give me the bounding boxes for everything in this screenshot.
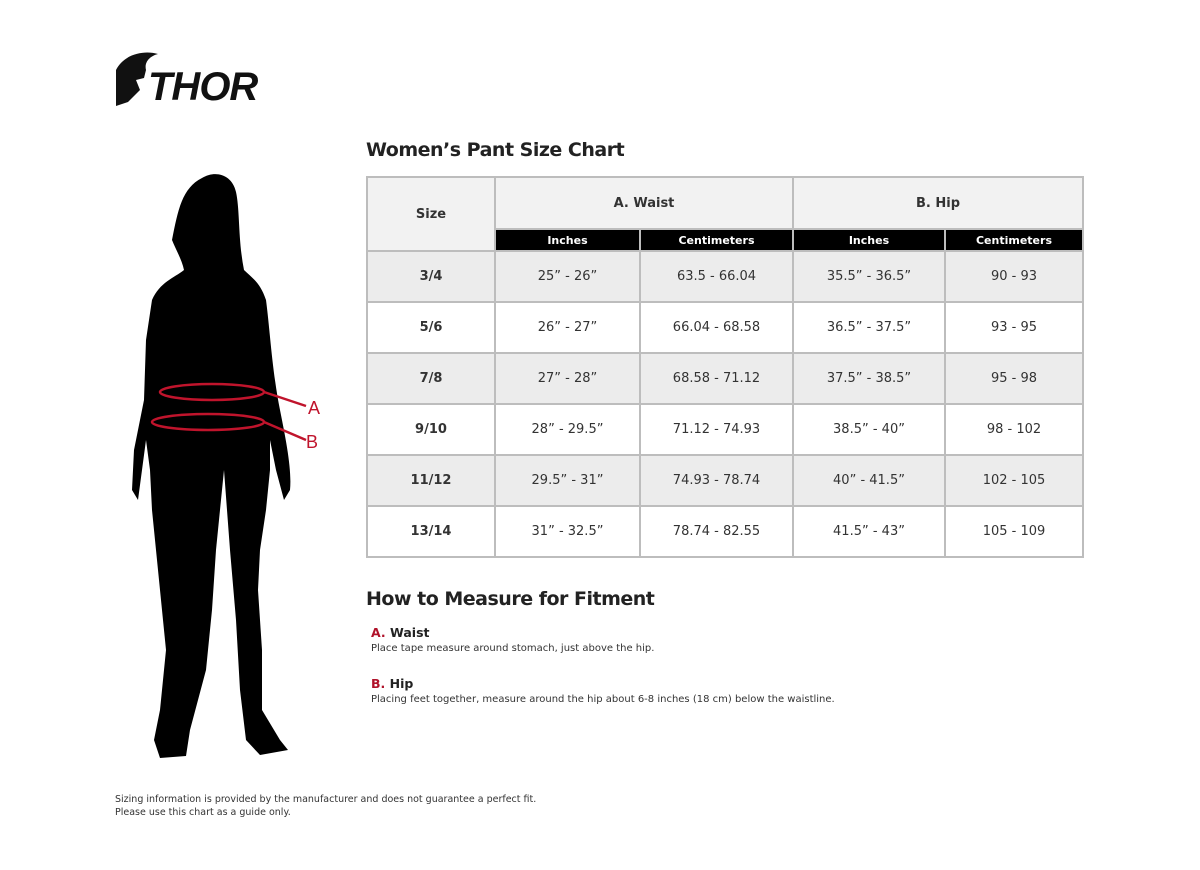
value-cell: 74.93 - 78.74 xyxy=(639,454,794,507)
value-cell: 27” - 28” xyxy=(494,352,641,405)
disclaimer: Sizing information is provided by the ma… xyxy=(115,793,536,819)
body-silhouette: A B xyxy=(132,174,320,758)
value-cell: 38.5” - 40” xyxy=(792,403,946,456)
disclaimer-line: Please use this chart as a guide only. xyxy=(115,807,291,818)
page-title: Women’s Pant Size Chart xyxy=(366,139,625,161)
waist-header: A. Waist xyxy=(494,176,794,230)
waist-key: A. xyxy=(371,625,386,640)
hip-desc: Placing feet together, measure around th… xyxy=(371,694,835,705)
value-cell: 105 - 109 xyxy=(944,505,1084,558)
value-cell: 95 - 98 xyxy=(944,352,1084,405)
value-cell: 35.5” - 36.5” xyxy=(792,250,946,303)
value-cell: 40” - 41.5” xyxy=(792,454,946,507)
measure-waist: A. Waist Place tape measure around stoma… xyxy=(371,625,654,654)
value-cell: 98 - 102 xyxy=(944,403,1084,456)
value-cell: 71.12 - 74.93 xyxy=(639,403,794,456)
measure-hip: B. Hip Placing feet together, measure ar… xyxy=(371,676,835,705)
hip-inches-header: Inches xyxy=(792,228,946,252)
value-cell: 78.74 - 82.55 xyxy=(639,505,794,558)
value-cell: 37.5” - 38.5” xyxy=(792,352,946,405)
size-cell: 11/12 xyxy=(366,454,496,507)
size-cell: 9/10 xyxy=(366,403,496,456)
value-cell: 29.5” - 31” xyxy=(494,454,641,507)
value-cell: 93 - 95 xyxy=(944,301,1084,354)
svg-text:THOR: THOR xyxy=(148,65,258,108)
table-row: 3/4 25” - 26” 63.5 - 66.04 35.5” - 36.5” 90 … xyxy=(366,250,1084,303)
value-cell: 90 - 93 xyxy=(944,250,1084,303)
disclaimer-line: Sizing information is provided by the ma… xyxy=(115,794,537,805)
size-header: Size xyxy=(366,176,496,252)
size-cell: 13/14 xyxy=(366,505,496,558)
hip-cm-header: Centimeters xyxy=(944,228,1084,252)
size-chart-table: Size A. Waist B. Hip Inches Centimeters … xyxy=(366,176,1084,558)
waist-cm-header: Centimeters xyxy=(639,228,794,252)
size-cell: 5/6 xyxy=(366,301,496,354)
value-cell: 41.5” - 43” xyxy=(792,505,946,558)
value-cell: 28” - 29.5” xyxy=(494,403,641,456)
value-cell: 26” - 27” xyxy=(494,301,641,354)
value-cell: 63.5 - 66.04 xyxy=(639,250,794,303)
thor-logo: THOR xyxy=(116,52,259,108)
table-row: 13/14 31” - 32.5” 78.74 - 82.55 41.5” - 43”… xyxy=(366,505,1084,558)
marker-a: A xyxy=(308,398,320,418)
size-cell: 3/4 xyxy=(366,250,496,303)
size-cell: 7/8 xyxy=(366,352,496,405)
value-cell: 31” - 32.5” xyxy=(494,505,641,558)
value-cell: 25” - 26” xyxy=(494,250,641,303)
how-to-measure-title: How to Measure for Fitment xyxy=(366,588,655,610)
waist-inches-header: Inches xyxy=(494,228,641,252)
marker-b: B xyxy=(306,432,318,452)
value-cell: 36.5” - 37.5” xyxy=(792,301,946,354)
table-row: 7/8 27” - 28” 68.58 - 71.12 37.5” - 38.5” 95… xyxy=(366,352,1084,405)
value-cell: 102 - 105 xyxy=(944,454,1084,507)
value-cell: 66.04 - 68.58 xyxy=(639,301,794,354)
hip-key: B. xyxy=(371,676,386,691)
table-row: 9/10 28” - 29.5” 71.12 - 74.93 38.5” - 40” 9… xyxy=(366,403,1084,456)
table-row: 5/6 26” - 27” 66.04 - 68.58 36.5” - 37.5” 93… xyxy=(366,301,1084,354)
waist-desc: Place tape measure around stomach, just … xyxy=(371,643,655,654)
waist-label: Waist xyxy=(390,625,430,640)
hip-label: Hip xyxy=(389,676,414,691)
table-row: 11/12 29.5” - 31” 74.93 - 78.74 40” - 41.5”… xyxy=(366,454,1084,507)
hip-header: B. Hip xyxy=(792,176,1084,230)
value-cell: 68.58 - 71.12 xyxy=(639,352,794,405)
